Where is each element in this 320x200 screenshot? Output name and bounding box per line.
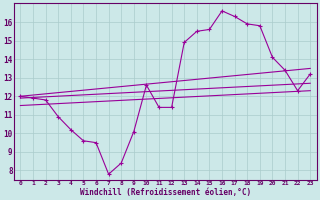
X-axis label: Windchill (Refroidissement éolien,°C): Windchill (Refroidissement éolien,°C)	[80, 188, 251, 197]
